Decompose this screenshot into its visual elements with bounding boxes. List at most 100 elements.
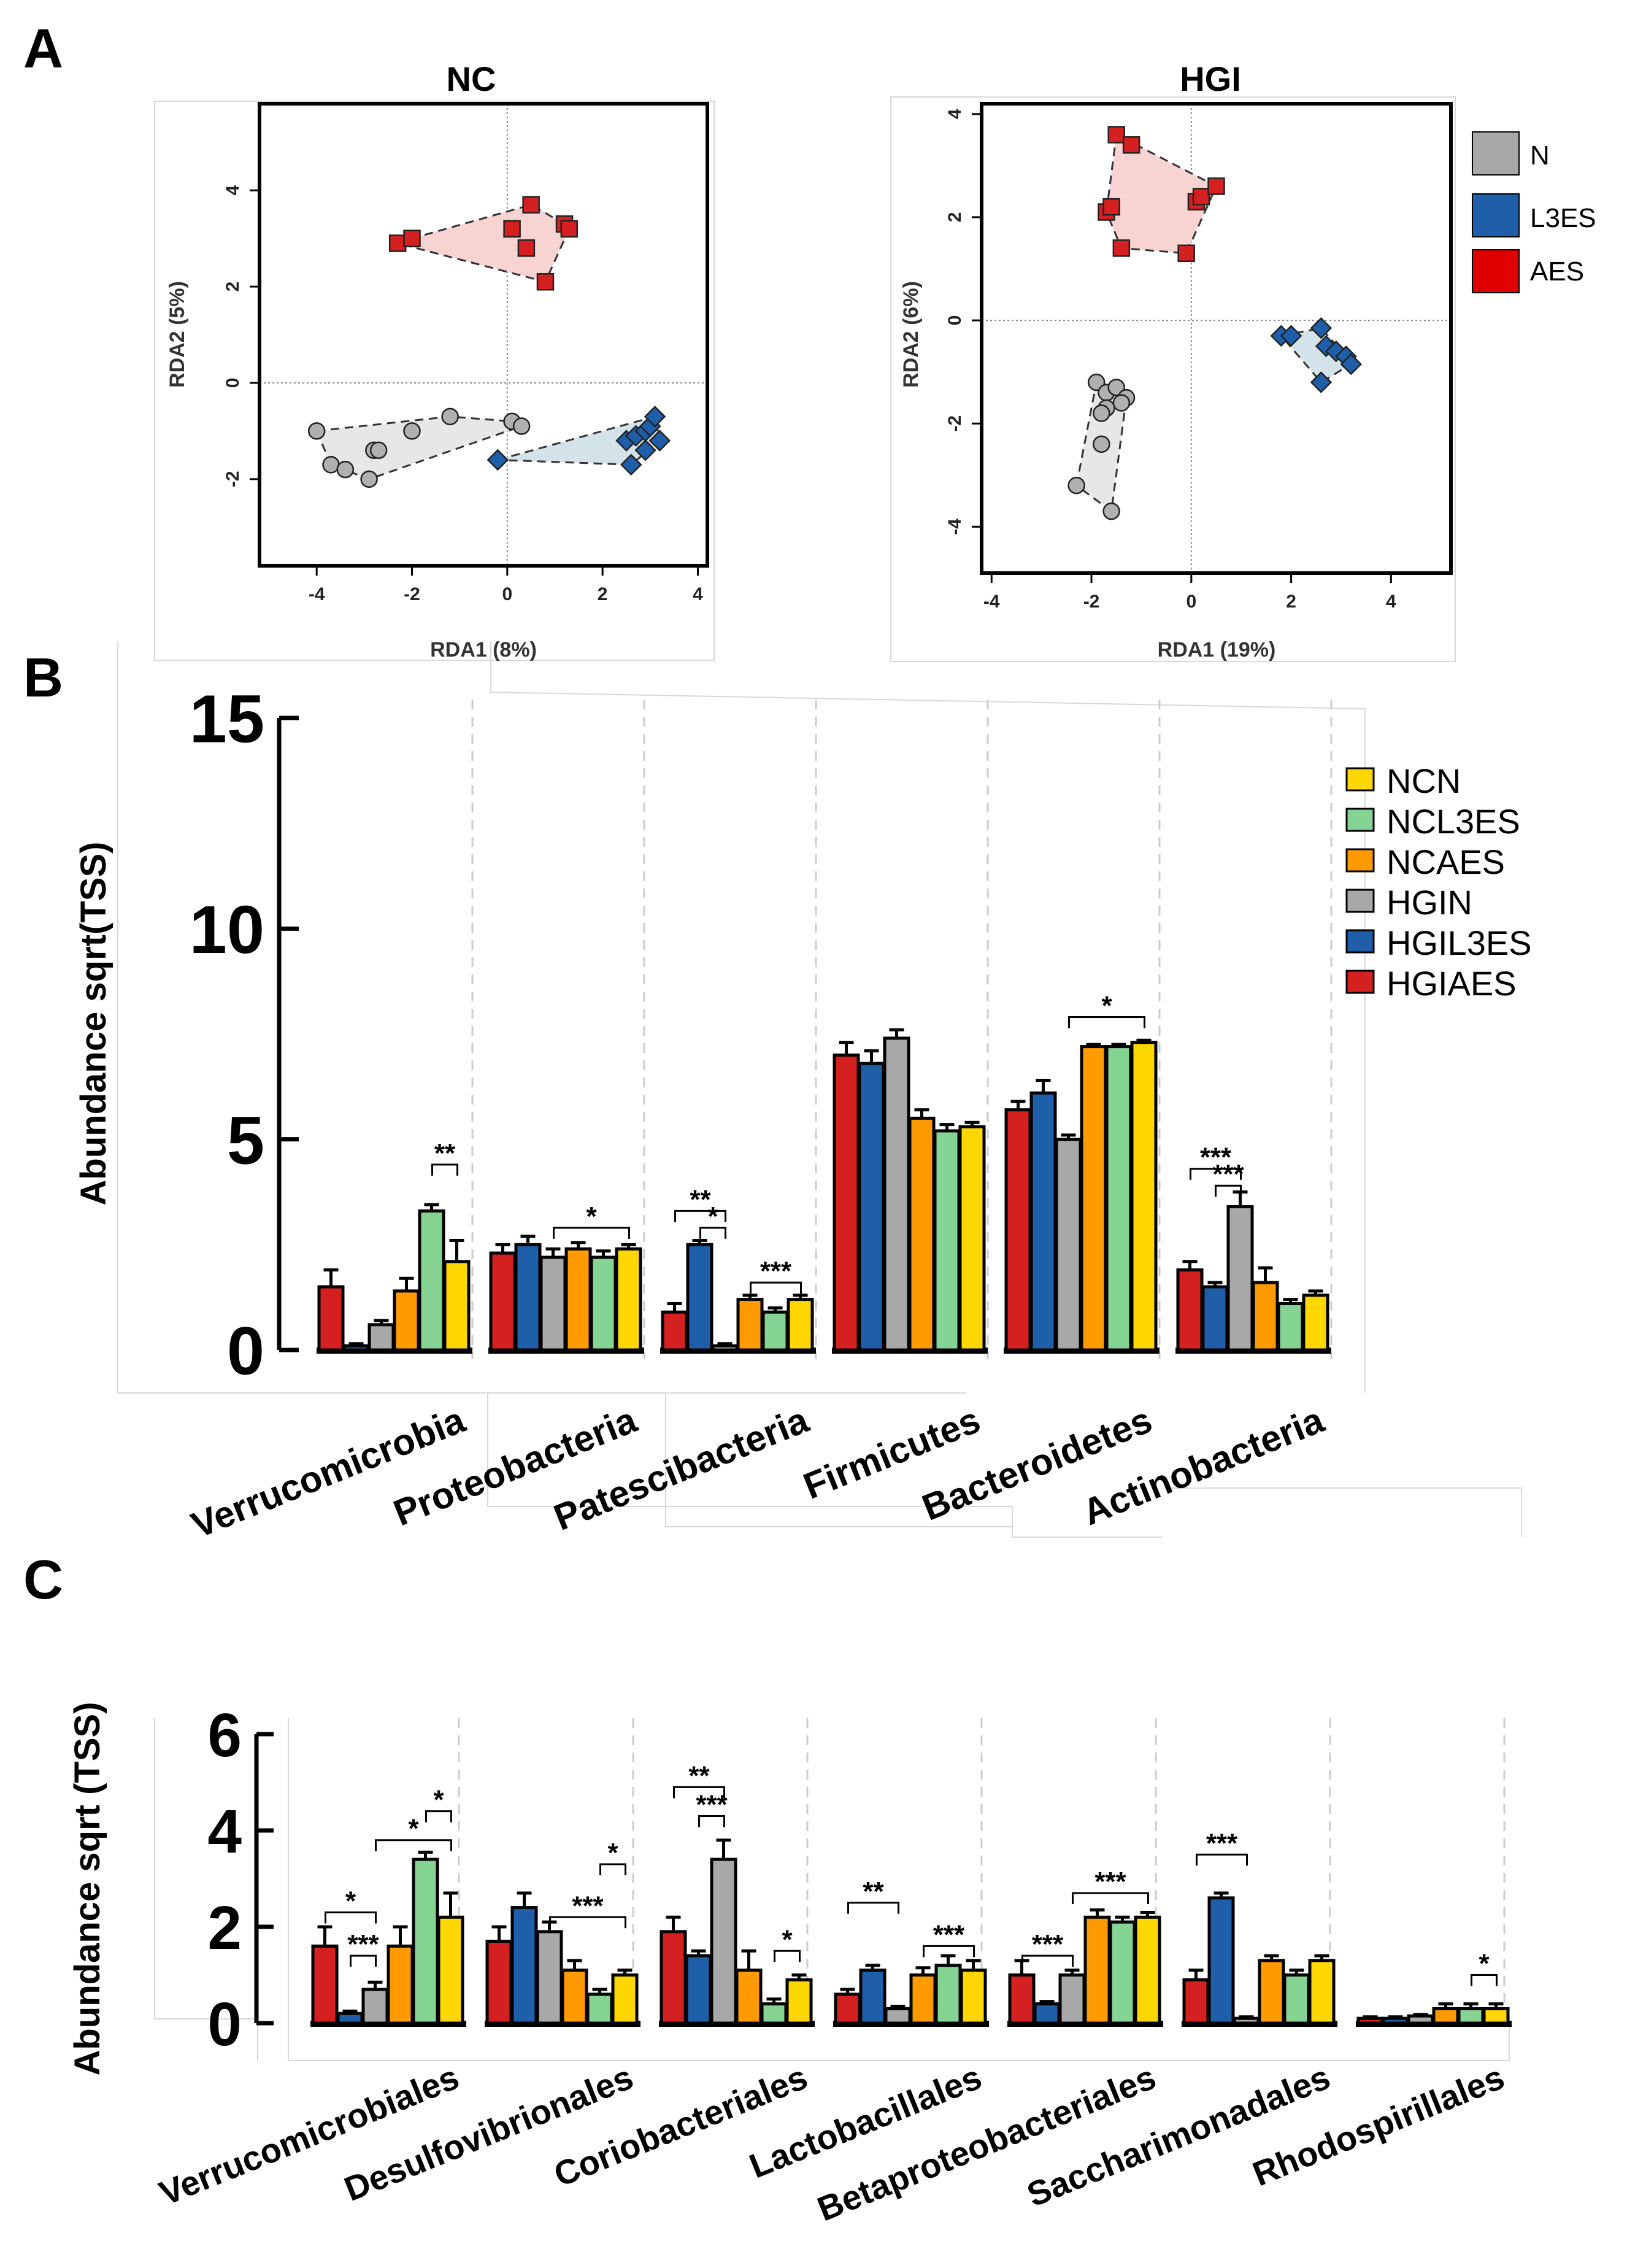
phylum-separators: [471, 700, 1333, 1359]
y-tick-label: 10: [190, 892, 264, 968]
significance-bracket: [350, 1954, 377, 1967]
significance-label: *: [433, 1785, 444, 1815]
x-tick-label: 2: [598, 584, 608, 604]
rda-hgi-yticks: -4 -2 0 2 4: [945, 109, 965, 535]
bar-hgil3es-coriobacteriales: [685, 1954, 712, 2025]
significance-bracket: [674, 1209, 726, 1222]
significance-label: ***: [572, 1891, 604, 1921]
point-n: [1093, 404, 1110, 422]
significance-label: **: [688, 1761, 710, 1791]
bar-hgil3es-lactobacillales: [859, 1969, 887, 2025]
significance-label: *: [782, 1924, 793, 1954]
legend-swatch: [1345, 767, 1375, 792]
bar-ncl3es-actinobacteria: [1277, 1302, 1304, 1352]
x-tick-label: -2: [1083, 592, 1100, 612]
x-tick-label: -4: [983, 592, 1000, 612]
bar-hgil3es-verrucomicrobiales: [336, 2012, 364, 2025]
significance-label: **: [434, 1138, 456, 1168]
point-aes: [1112, 239, 1131, 257]
point-l3es: [1280, 325, 1302, 347]
panel-label-b: B: [23, 647, 63, 709]
significance-bracket: [774, 1950, 801, 1962]
legend-swatch: [1345, 889, 1375, 913]
bar-hgin-proteobacteria: [539, 1256, 567, 1352]
rda-hgi-title: HGI: [1180, 60, 1241, 98]
significance-label: ***: [1212, 1159, 1244, 1189]
bar-ncn-patescibacteria: [787, 1298, 814, 1352]
order-significance: ********************* **********: [325, 1761, 1498, 1986]
bar-hgin-coriobacteriales: [710, 1857, 737, 2025]
bar-hgin-desulfovibrionales: [536, 1930, 563, 2025]
bar-ncn-saccharimonadales: [1308, 1959, 1336, 2025]
significance-bracket: [1196, 1853, 1248, 1866]
significance-label: ***: [760, 1256, 792, 1286]
significance-bracket: [425, 1810, 452, 1822]
bar-ncl3es-coriobacteriales: [760, 2002, 788, 2025]
bar-hgil3es-firmicutes: [858, 1062, 885, 1352]
point-aes: [403, 230, 421, 247]
significance-bracket: [750, 1281, 802, 1294]
y-tick-label: -2: [945, 415, 965, 432]
rda-nc-points: [307, 196, 671, 488]
significance-label: ***: [933, 1919, 965, 1950]
bar-hgil3es-saccharimonadales: [1207, 1896, 1235, 2025]
panel-label-a: A: [23, 18, 63, 80]
phylum-bars: [277, 716, 1331, 1354]
y-tick-label: 6: [207, 1701, 242, 1770]
bar-hgiaes-saccharimonadales: [1182, 1978, 1210, 2025]
point-aes: [1177, 244, 1195, 263]
bar-ncn-rhodospirillales: [1482, 2007, 1510, 2025]
y-tick-label: 0: [227, 1314, 264, 1389]
point-aes: [1102, 198, 1120, 216]
legend-label: NCAES: [1387, 843, 1505, 881]
significance-bracket: [553, 1227, 630, 1239]
bar-ncl3es-betaproteobacteriales: [1109, 1920, 1136, 2025]
bar-hgil3es-betaproteobacteriales: [1033, 2002, 1061, 2025]
bar-ncn-betaproteobacteriales: [1134, 1915, 1161, 2025]
significance-label: *: [408, 1814, 419, 1844]
bar-ncaes-verrucomicrobiales: [387, 1944, 414, 2025]
bar-hgiaes-verrucomicrobiales: [311, 1944, 339, 2025]
significance-bracket: [1215, 1184, 1242, 1197]
bar-ncl3es-verrucomicrobiales: [412, 1857, 439, 2025]
bar-ncl3es-rhodospirillales: [1457, 2007, 1485, 2025]
bar-ncl3es-firmicutes: [933, 1129, 961, 1352]
bar-ncaes-coriobacteriales: [735, 1969, 763, 2025]
bar-ncaes-lactobacillales: [909, 1973, 937, 2025]
x-tick-label: -4: [309, 584, 325, 604]
point-l3es: [620, 453, 642, 476]
rda-legend: N L3ES AES: [1472, 131, 1596, 293]
point-l3es: [648, 430, 671, 452]
point-n: [512, 417, 531, 435]
legend-label: HGIN: [1387, 883, 1472, 922]
significance-bracket: [1072, 1892, 1149, 1905]
bar-ncl3es-desulfovibrionales: [586, 1992, 613, 2025]
rda-hgi-frame: [980, 102, 1453, 575]
x-tick-label: 2: [1286, 592, 1296, 612]
bar-ncn-verrucomicrobia: [443, 1260, 471, 1352]
point-n: [1093, 435, 1110, 453]
significance-bracket: [325, 1911, 377, 1924]
rda-plot-hgi: HGI -4 -2 0 2 4 -4 -2 0 2 4 RDA1 (19%) R…: [890, 60, 1456, 662]
bar-ncn-verrucomicrobiales: [437, 1915, 464, 2025]
bar-ncl3es-proteobacteria: [590, 1256, 617, 1352]
significance-label: *: [707, 1202, 718, 1232]
point-n: [307, 422, 326, 440]
legend-swatch: [1345, 970, 1375, 994]
phylum-legend: NCN NCL3ES NCAES HGIN HGIL3ES HGIAES: [1345, 762, 1532, 1003]
bar-ncl3es-bacteroidetes: [1105, 1045, 1133, 1352]
bar-ncaes-desulfovibrionales: [561, 1969, 588, 2025]
y-tick-label: 2: [223, 282, 243, 292]
bar-hgiaes-patescibacteria: [661, 1310, 688, 1352]
point-n: [1102, 502, 1120, 520]
point-l3es: [634, 439, 656, 461]
phylum-y-axis: 0 5 10 15: [190, 682, 264, 1389]
group-hull-aes: [1105, 133, 1218, 255]
point-aes: [560, 220, 579, 238]
point-l3es: [644, 406, 666, 428]
significance-bracket: [599, 1863, 626, 1875]
significance-bracket: [549, 1916, 626, 1929]
order-y-axis: 0 2 4 6: [207, 1701, 242, 2059]
x-tick-label: 4: [1386, 592, 1396, 612]
legend-label: HGIAES: [1387, 964, 1517, 1003]
